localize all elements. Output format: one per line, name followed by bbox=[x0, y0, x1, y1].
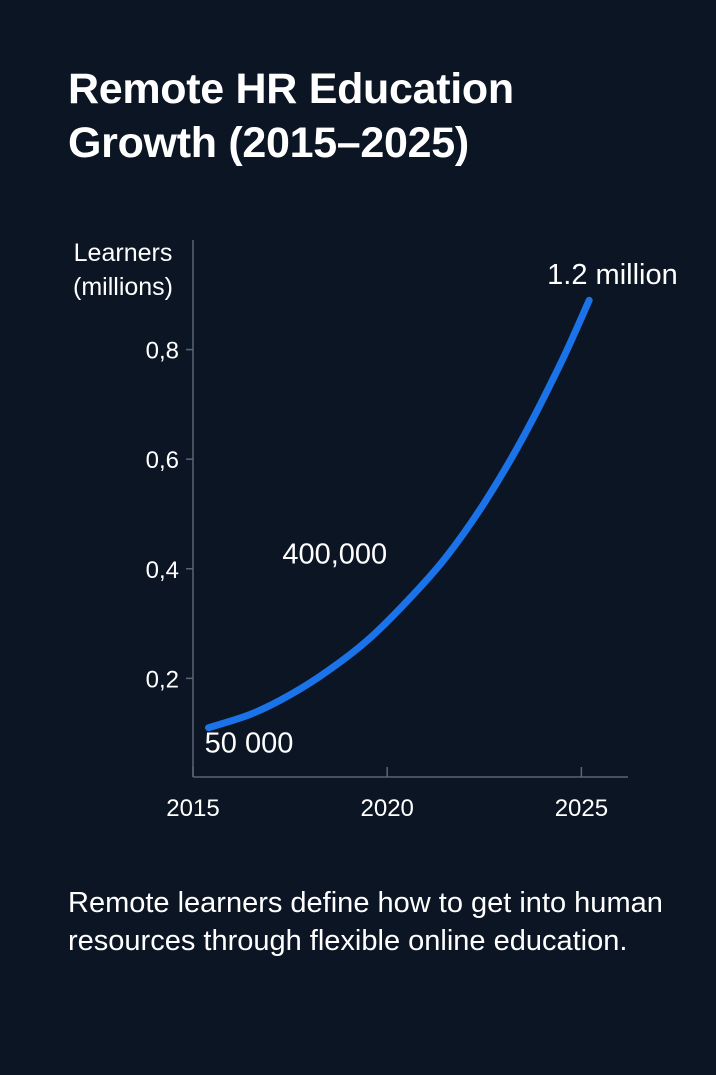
annotation-1: 400,000 bbox=[282, 538, 387, 570]
annotation-0: 50 000 bbox=[205, 727, 294, 759]
y-tick-label-3: 0,8 bbox=[146, 338, 179, 365]
page-title: Remote HR Education Growth (2015–2025) bbox=[68, 62, 688, 170]
y-axis-label-line-1: Learners bbox=[74, 239, 173, 267]
y-tick-label-2: 0,6 bbox=[146, 447, 179, 474]
y-axis-label-line-2: (millions) bbox=[73, 273, 173, 301]
series-line bbox=[205, 296, 593, 732]
annotations: 50 000 400,000 1.2 million bbox=[205, 259, 678, 760]
x-tick-label-1: 2020 bbox=[361, 795, 414, 822]
x-tick-label-2: 2025 bbox=[555, 795, 608, 822]
y-tick-label-0: 0,2 bbox=[146, 666, 179, 693]
title-line-2: Growth (2015–2025) bbox=[68, 119, 469, 167]
x-tick-label-0: 2015 bbox=[166, 795, 219, 822]
y-tick-label-1: 0,4 bbox=[146, 557, 179, 584]
annotation-2: 1.2 million bbox=[547, 259, 678, 291]
x-ticks: 2015 2020 2025 bbox=[166, 767, 608, 822]
y-ticks: 0,2 0,4 0,6 0,8 bbox=[146, 338, 193, 693]
caption: Remote learners define how to get into h… bbox=[68, 887, 663, 957]
title-line-1: Remote HR Education bbox=[68, 65, 514, 113]
